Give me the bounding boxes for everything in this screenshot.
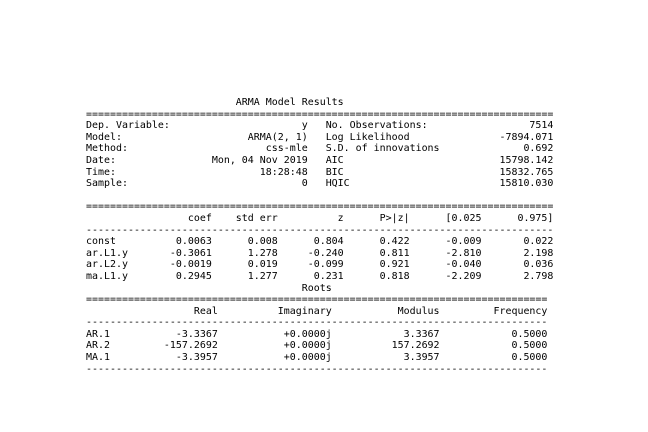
separator-double: ========================================…	[86, 201, 554, 213]
separator-single: ----------------------------------------…	[86, 317, 548, 329]
arma-results-report: ARMA Model Results =====================…	[86, 97, 553, 375]
coef-row-ar-l1: ar.L1.y -0.3061 1.278 -0.240 0.811 -2.81…	[86, 247, 554, 259]
coef-row-ma-l1: ma.L1.y 0.2945 1.277 0.231 0.818 -2.209 …	[86, 270, 554, 282]
report-title: ARMA Model Results	[86, 97, 524, 108]
coef-row-const: const 0.0063 0.008 0.804 0.422 -0.009 0.…	[86, 236, 554, 248]
roots-row-ma1: MA.1 -3.3957 +0.0000j 3.3957 0.5000	[86, 352, 548, 364]
summary-row-dep-variable: Dep. Variable: y No. Observations: 7514	[86, 120, 554, 132]
blank-line	[86, 190, 553, 202]
coef-row-ar-l2: ar.L2.y -0.0019 0.019 -0.099 0.921 -0.04…	[86, 259, 554, 271]
roots-row-ar1: AR.1 -3.3367 +0.0000j 3.3367 0.5000	[86, 328, 548, 340]
roots-row-ar2: AR.2 -157.2692 +0.0000j 157.2692 0.5000	[86, 340, 548, 352]
separator-single: ----------------------------------------…	[86, 363, 548, 375]
summary-row-date: Date: Mon, 04 Nov 2019 AIC 15798.142	[86, 154, 554, 166]
summary-row-time: Time: 18:28:48 BIC 15832.765	[86, 166, 554, 178]
separator-double: ========================================…	[86, 108, 554, 120]
roots-table-header: Real Imaginary Modulus Frequency	[86, 305, 548, 317]
separator-single: ----------------------------------------…	[86, 224, 554, 236]
roots-title: Roots	[86, 282, 548, 294]
separator-double: ========================================…	[86, 294, 548, 306]
summary-row-method: Method: css-mle S.D. of innovations 0.69…	[86, 143, 554, 155]
summary-row-model: Model: ARMA(2, 1) Log Likelihood -7894.0…	[86, 131, 554, 143]
coef-table-header: coef std err z P>|z| [0.025 0.975]	[86, 212, 554, 224]
summary-row-sample: Sample: 0 HQIC 15810.030	[86, 178, 554, 190]
